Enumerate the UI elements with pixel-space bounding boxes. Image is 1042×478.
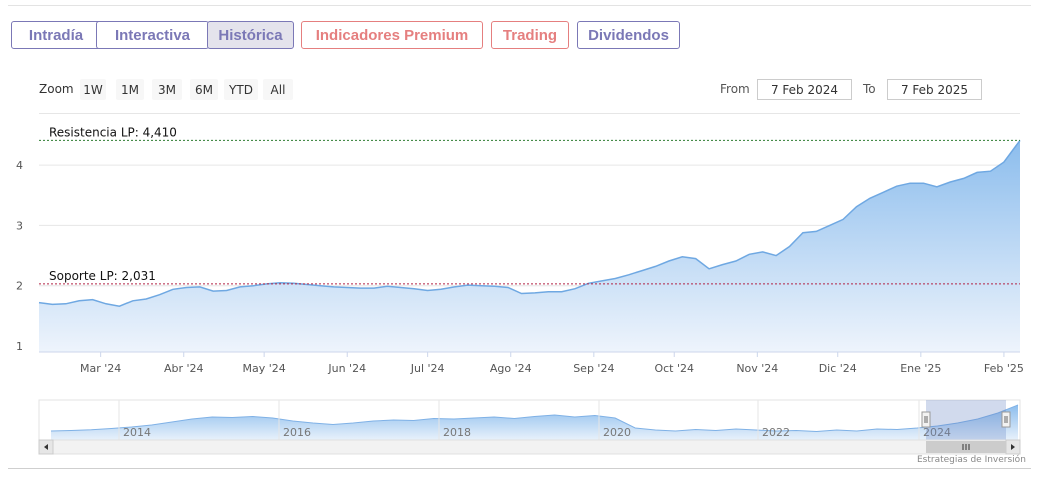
tab-hist-rica[interactable]: Histórica [207,21,294,49]
navigator-tick-label: 2016 [283,426,311,439]
navigator-handle-right[interactable] [1001,411,1011,428]
x-tick-label: Dic '24 [819,362,857,375]
tab-intrad-a[interactable]: Intradía [11,21,101,49]
scroll-right-arrow-icon [1011,444,1015,450]
navigator-tick-label: 2014 [123,426,151,439]
zoom-button-all[interactable]: All [263,79,293,100]
zoom-button-ytd[interactable]: YTD [224,79,258,100]
tab-indicadores-premium[interactable]: Indicadores Premium [301,21,483,49]
navigator-tick-label: 2020 [603,426,631,439]
x-tick-label: Jul '24 [410,362,445,375]
x-tick-label: Ene '25 [900,362,941,375]
price-series-line [38,139,1021,307]
x-tick-label: Nov '24 [736,362,778,375]
y-tick-label: 3 [16,219,23,232]
zoom-button-1w[interactable]: 1W [80,79,106,100]
scroll-left-arrow-icon [44,444,48,450]
zoom-button-1m[interactable]: 1M [116,79,144,100]
x-tick-label: Mar '24 [80,362,121,375]
x-tick-label: Abr '24 [164,362,204,375]
tab-dividendos[interactable]: Dividendos [577,21,680,49]
x-tick-label: Feb '25 [984,362,1024,375]
y-tick-label: 2 [16,280,23,293]
x-tick-label: Oct '24 [654,362,694,375]
zoom-label: Zoom [39,82,74,96]
support-label: Soporte LP: 2,031 [49,269,156,283]
scrollbar-track[interactable] [38,439,1021,455]
navigator-tick-label: 2022 [762,426,790,439]
navigator-tick-label: 2018 [443,426,471,439]
from-label: From [720,82,750,96]
toolbar-separator [39,113,1020,114]
y-tick-label: 1 [16,340,23,353]
price-area-fill [39,140,1020,352]
from-date-input[interactable]: 7 Feb 2024 [757,79,852,100]
chart-credit[interactable]: Estrategias de Inversión [917,455,1026,465]
top-border [8,5,1031,6]
y-tick-label: 4 [16,159,23,172]
navigator-selected-range[interactable] [926,400,1006,440]
x-tick-label: May '24 [243,362,286,375]
tab-trading[interactable]: Trading [491,21,569,49]
zoom-button-3m[interactable]: 3M [152,79,182,100]
resistance-label: Resistencia LP: 4,410 [49,125,177,139]
navigator-tick-label: 2024 [923,426,951,439]
bottom-border [8,468,1031,469]
x-tick-label: Ago '24 [490,362,532,375]
to-label: To [863,82,876,96]
x-tick-label: Sep '24 [573,362,614,375]
zoom-button-6m[interactable]: 6M [190,79,218,100]
navigator-line [50,404,1019,433]
navigator-handle-left[interactable] [921,411,931,428]
to-date-input[interactable]: 7 Feb 2025 [887,79,982,100]
x-tick-label: Jun '24 [327,362,366,375]
tab-interactiva[interactable]: Interactiva [96,21,209,49]
